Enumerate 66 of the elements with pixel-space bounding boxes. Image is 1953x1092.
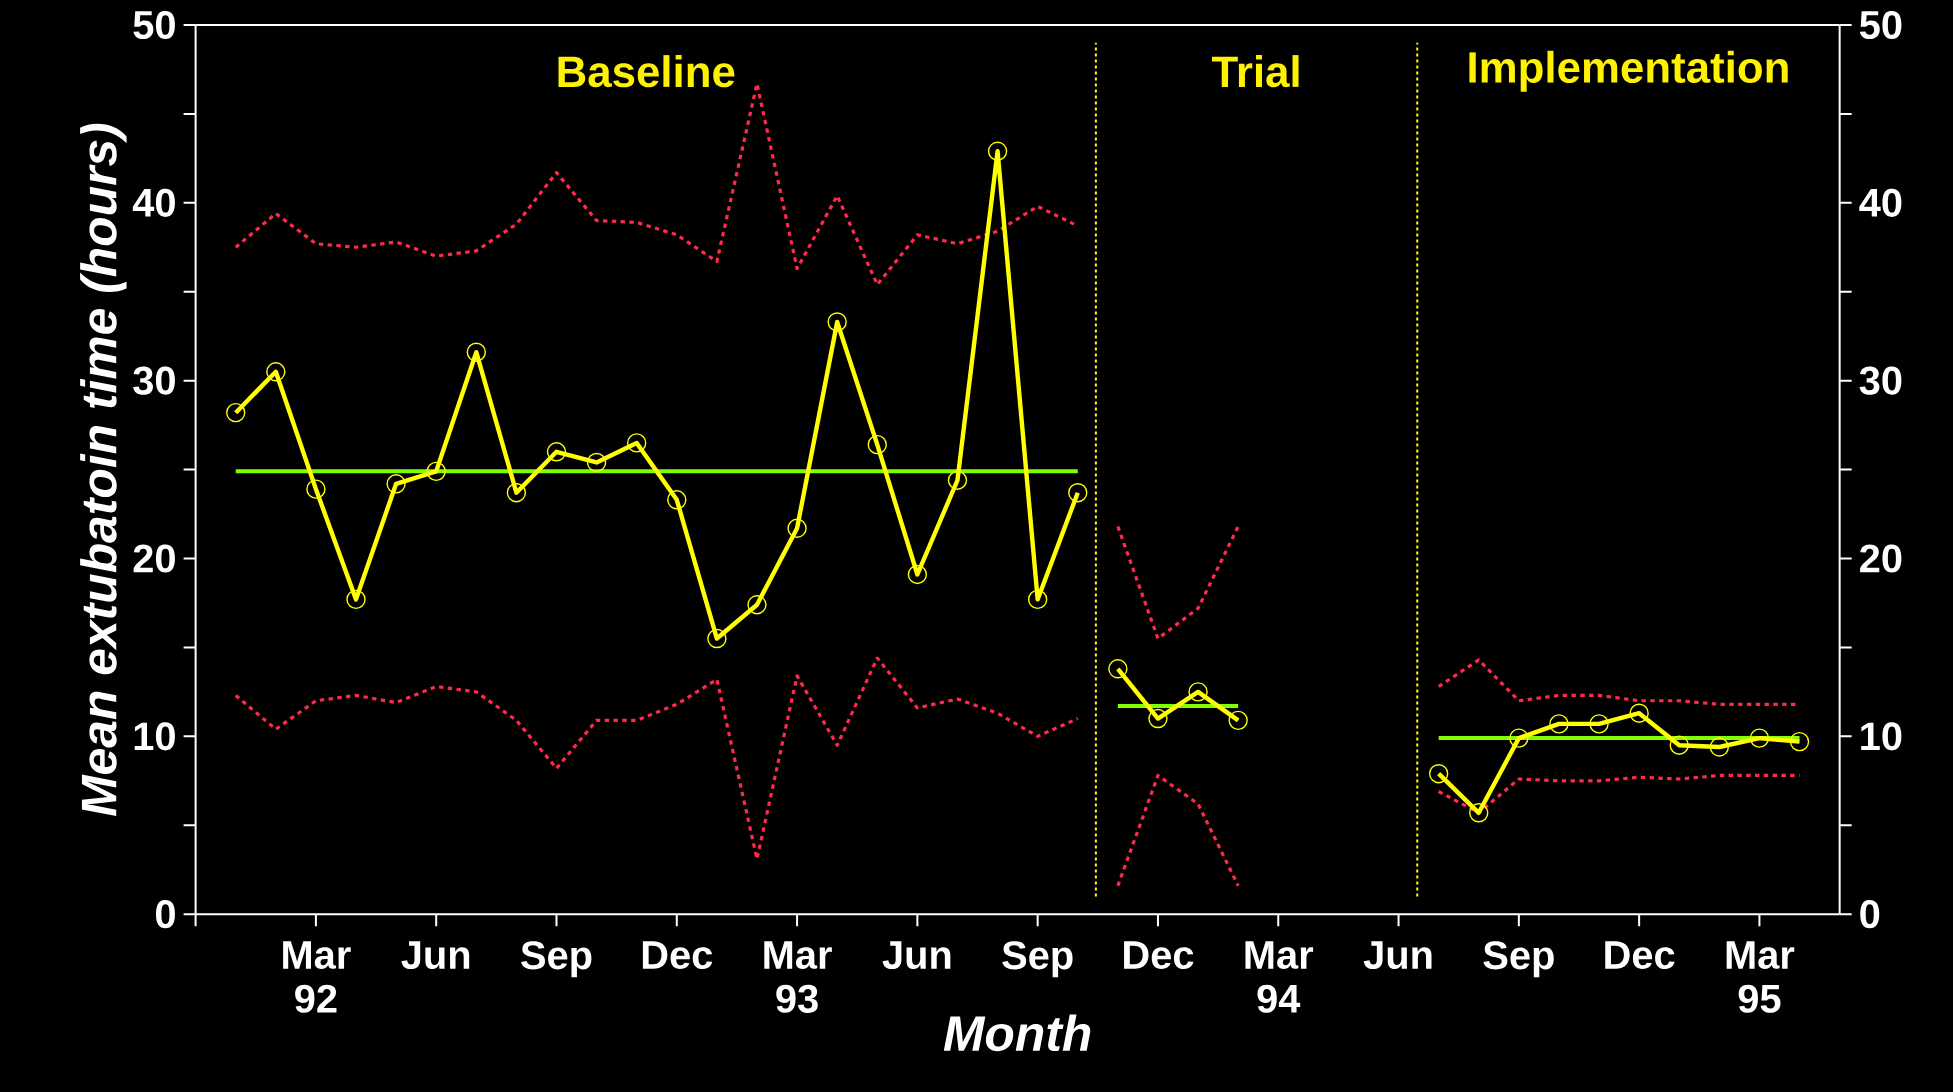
point — [987, 141, 1008, 161]
annotation: Baseline — [558, 55, 735, 88]
annotation: Implementation — [1469, 50, 1788, 92]
y-tick-label: 50 — [133, 10, 175, 40]
y2-tick-label: 20 — [1860, 544, 1902, 573]
point — [266, 362, 286, 382]
x-tick-label: Mar 95 — [1726, 941, 1795, 1013]
point — [707, 628, 727, 649]
point — [1709, 737, 1730, 757]
y-tick-label: 40 — [132, 188, 175, 217]
y2-tick-label: 0 — [1860, 900, 1880, 929]
y-tick-label: 30 — [133, 366, 175, 395]
point — [827, 312, 847, 332]
y2-tick-label: 30 — [1859, 366, 1902, 395]
x-tick-label: Dec — [1605, 941, 1675, 970]
x-tick-label: Jun — [882, 941, 951, 970]
point — [1108, 659, 1128, 679]
point — [1068, 483, 1088, 503]
y-tick-label: 0 — [155, 900, 175, 929]
x-tick-label: Dec — [1124, 941, 1194, 970]
point — [1629, 703, 1649, 723]
point — [226, 402, 246, 423]
point — [1188, 682, 1208, 702]
point — [1509, 728, 1529, 748]
y-tick-label: 10 — [134, 722, 175, 751]
x-tick-label: Sep — [521, 941, 592, 978]
x-tick-label: Mar 92 — [283, 941, 351, 1013]
point — [466, 342, 486, 362]
x-tick-label: Sep — [1483, 941, 1554, 978]
point — [546, 442, 567, 462]
point — [1228, 710, 1248, 731]
point — [907, 564, 928, 585]
point — [1669, 735, 1689, 755]
annotation: Trial — [1211, 55, 1299, 88]
x-tick-label: Sep — [1002, 941, 1073, 978]
point — [1749, 728, 1770, 748]
point — [346, 589, 366, 610]
point — [747, 595, 767, 615]
x-tick-label: Jun — [401, 941, 470, 970]
point — [867, 434, 887, 455]
point — [1789, 731, 1810, 752]
point — [1589, 714, 1609, 734]
point — [1027, 589, 1048, 610]
y2-tick-label: 40 — [1859, 188, 1902, 217]
point — [506, 483, 527, 503]
x-tick-label: Mar 94 — [1245, 941, 1314, 1013]
point — [386, 474, 406, 494]
point — [1549, 714, 1569, 734]
x-tick-label: Jun — [1363, 941, 1432, 970]
point — [306, 479, 326, 499]
point — [667, 490, 687, 510]
x-tick-label: Mar 93 — [764, 941, 832, 1013]
y2-tick-label: 10 — [1861, 722, 1902, 751]
y-tick-label: 20 — [133, 544, 175, 573]
point — [947, 470, 968, 490]
point — [626, 433, 647, 453]
point — [426, 461, 446, 482]
point — [586, 452, 607, 473]
point — [1148, 708, 1168, 729]
point — [1428, 763, 1449, 784]
y-axis-title: Mean extubatoin time (hours) — [80, 123, 127, 817]
point — [1469, 803, 1489, 823]
point — [787, 518, 807, 538]
x-tick-label: Dec — [642, 941, 713, 970]
y2-tick-label: 50 — [1859, 10, 1902, 40]
x-axis-title: Month — [943, 1014, 1091, 1052]
